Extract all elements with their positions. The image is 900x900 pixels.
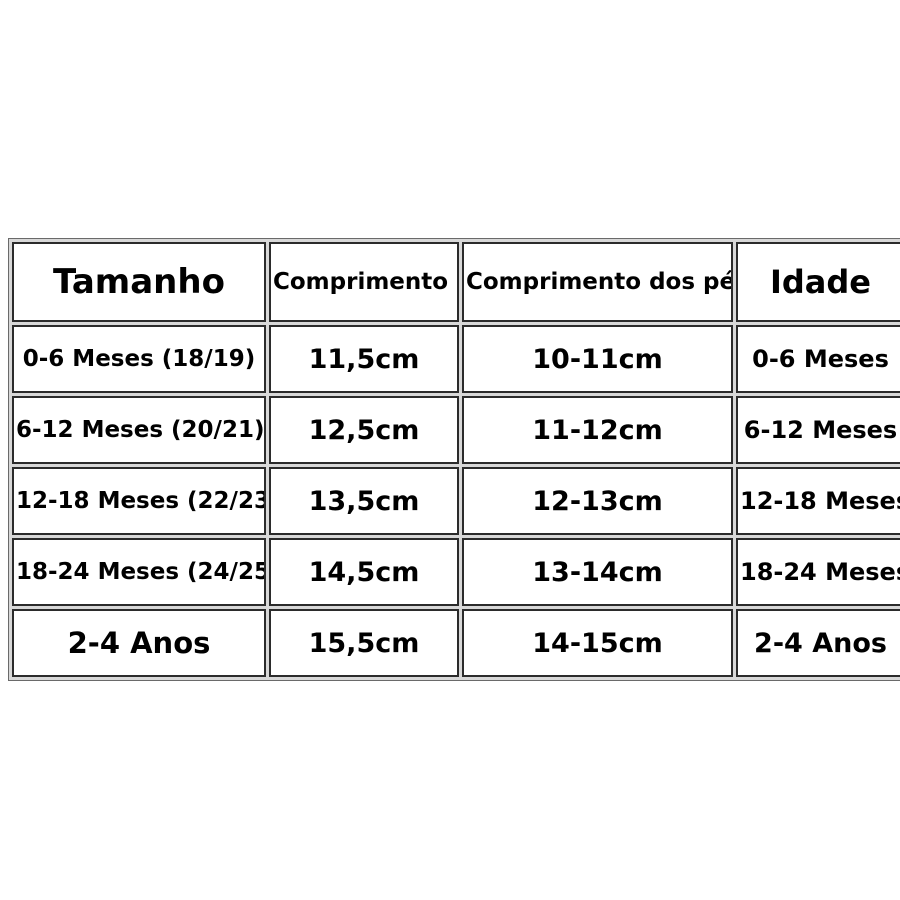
cell-pes: 13-14cm <box>462 538 733 606</box>
cell-pes: 12-13cm <box>462 467 733 535</box>
cell-idade: 12-18 Meses <box>736 467 900 535</box>
cell-idade: 18-24 Meses <box>736 538 900 606</box>
cell-tamanho: 0-6 Meses (18/19) <box>12 325 266 393</box>
table-row: 12-18 Meses (22/23) 13,5cm 12-13cm 12-18… <box>12 467 900 535</box>
column-header-idade: Idade <box>736 242 900 322</box>
cell-tamanho: 12-18 Meses (22/23) <box>12 467 266 535</box>
size-chart-table: Tamanho Comprimento da sola Comprimento … <box>8 238 900 681</box>
cell-idade: 6-12 Meses <box>736 396 900 464</box>
cell-sola: 12,5cm <box>269 396 459 464</box>
table-row: 2-4 Anos 15,5cm 14-15cm 2-4 Anos <box>12 609 900 677</box>
column-header-tamanho: Tamanho <box>12 242 266 322</box>
table-row: 0-6 Meses (18/19) 11,5cm 10-11cm 0-6 Mes… <box>12 325 900 393</box>
cell-tamanho: 2-4 Anos <box>12 609 266 677</box>
cell-pes: 14-15cm <box>462 609 733 677</box>
cell-pes: 10-11cm <box>462 325 733 393</box>
cell-sola: 11,5cm <box>269 325 459 393</box>
column-header-comprimento-pes: Comprimento dos pés <box>462 242 733 322</box>
table-row: 18-24 Meses (24/25) 14,5cm 13-14cm 18-24… <box>12 538 900 606</box>
cell-sola: 13,5cm <box>269 467 459 535</box>
cell-sola: 15,5cm <box>269 609 459 677</box>
cell-tamanho: 6-12 Meses (20/21) <box>12 396 266 464</box>
cell-idade: 2-4 Anos <box>736 609 900 677</box>
cell-pes: 11-12cm <box>462 396 733 464</box>
column-header-comprimento-sola: Comprimento da sola <box>269 242 459 322</box>
cell-sola: 14,5cm <box>269 538 459 606</box>
header-row: Tamanho Comprimento da sola Comprimento … <box>12 242 900 322</box>
cell-idade: 0-6 Meses <box>736 325 900 393</box>
cell-tamanho: 18-24 Meses (24/25) <box>12 538 266 606</box>
table-row: 6-12 Meses (20/21) 12,5cm 11-12cm 6-12 M… <box>12 396 900 464</box>
